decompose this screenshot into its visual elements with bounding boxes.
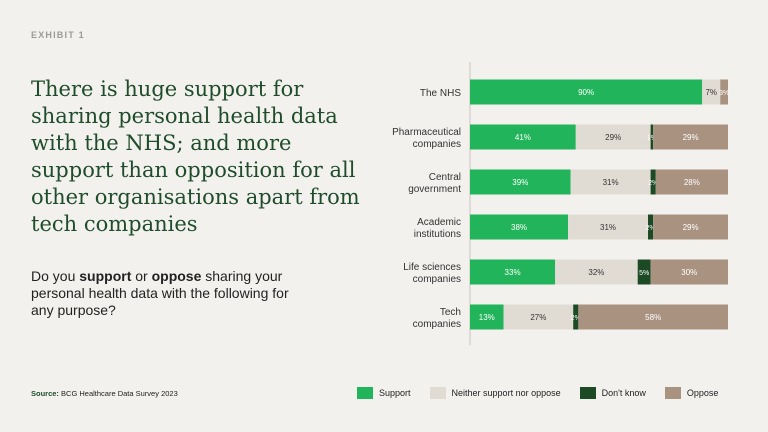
legend-label: Oppose [686, 388, 719, 398]
category-label: Academic [417, 217, 461, 228]
legend-label: Support [379, 388, 411, 398]
source-note: Source: BCG Healthcare Data Survey 2023 [31, 389, 178, 398]
data-label: 29% [683, 133, 699, 142]
bar-segment-oppose [650, 259, 728, 285]
data-label: 29% [683, 223, 699, 232]
data-label: 31% [603, 178, 619, 187]
bar-segment-support [470, 259, 556, 285]
question-text-3: sharing your personal health data with t… [31, 268, 289, 318]
bar-segment-dont_know [648, 214, 654, 240]
question-text-1: Do you [31, 268, 80, 284]
bar-segment-dont_know [637, 259, 651, 285]
data-label: 90% [578, 88, 594, 97]
data-label: 7% [705, 88, 717, 97]
data-label: 27% [530, 313, 546, 322]
category-label: Tech [440, 307, 461, 318]
data-label: 39% [512, 178, 528, 187]
bar-segment-support [470, 169, 571, 195]
category-label: Central [429, 172, 461, 183]
data-label: 1% [647, 135, 657, 142]
headline: There is huge support for sharing person… [31, 77, 360, 236]
data-label: 30% [681, 268, 697, 277]
bar-segment-dont_know [650, 169, 656, 195]
bar-segment-oppose [653, 124, 728, 150]
question-oppose-word: oppose [151, 268, 202, 284]
bar-segment-oppose [655, 169, 728, 195]
question-support-word: support [79, 268, 132, 284]
legend-swatch [664, 387, 681, 399]
category-label: companies [413, 274, 461, 285]
category-label: Life sciences [403, 262, 461, 273]
bar-segment-neither [568, 214, 649, 240]
exhibit-label: EXHIBIT 1 [31, 30, 85, 40]
data-label: 5% [639, 270, 649, 277]
question-text-2: or [131, 268, 152, 284]
category-label: Pharmaceutical [392, 127, 461, 138]
data-label: 38% [511, 223, 527, 232]
source-label: Source: [31, 389, 59, 398]
data-label: 2% [648, 180, 658, 187]
bar-segment-oppose [720, 79, 728, 105]
data-label: 41% [515, 133, 531, 142]
bar-segment-support [470, 124, 576, 150]
bar-segment-oppose [578, 304, 728, 330]
category-label: companies [413, 319, 461, 330]
bar-segment-oppose [653, 214, 728, 240]
data-label: 31% [600, 223, 616, 232]
source-text: BCG Healthcare Data Survey 2023 [58, 389, 178, 398]
bar-segment-neither [575, 124, 651, 150]
category-label: The NHS [420, 88, 461, 99]
bar-segment-dont_know [650, 124, 654, 150]
data-label: 2% [646, 225, 656, 232]
legend-label: Neither support nor oppose [451, 388, 561, 398]
data-label: 3% [719, 90, 729, 97]
bar-segment-neither [503, 304, 574, 330]
bar-segment-neither [702, 79, 721, 105]
bar-segment-support [470, 214, 569, 240]
survey-question: Do you support or oppose sharing your pe… [31, 268, 291, 319]
data-label: 29% [605, 133, 621, 142]
category-label: companies [413, 139, 461, 150]
bar-segment-support [470, 304, 504, 330]
data-label: 13% [479, 313, 495, 322]
category-label: institutions [414, 229, 461, 240]
legend-swatch [357, 387, 373, 399]
category-label: government [408, 184, 461, 195]
legend-label: Don't know [601, 388, 646, 398]
data-label: 58% [645, 313, 661, 322]
legend-item-oppose: Oppose [664, 387, 719, 399]
chart-legend: Support Neither support nor oppose Don't k… [357, 386, 718, 400]
bar-segment-support [470, 79, 703, 105]
legend-item-dont_know: Don't know [579, 387, 646, 399]
legend-swatch [579, 387, 596, 399]
bar-segment-neither [570, 169, 651, 195]
data-label: 33% [505, 268, 521, 277]
legend-item-neither: Neither support nor oppose [429, 387, 561, 399]
data-label: 2% [571, 315, 581, 322]
legend-item-support: Support [357, 387, 411, 399]
data-label: 32% [588, 268, 604, 277]
bar-segment-neither [555, 259, 638, 285]
legend-swatch [429, 387, 446, 399]
bar-segment-dont_know [573, 304, 579, 330]
data-label: 28% [684, 178, 700, 187]
